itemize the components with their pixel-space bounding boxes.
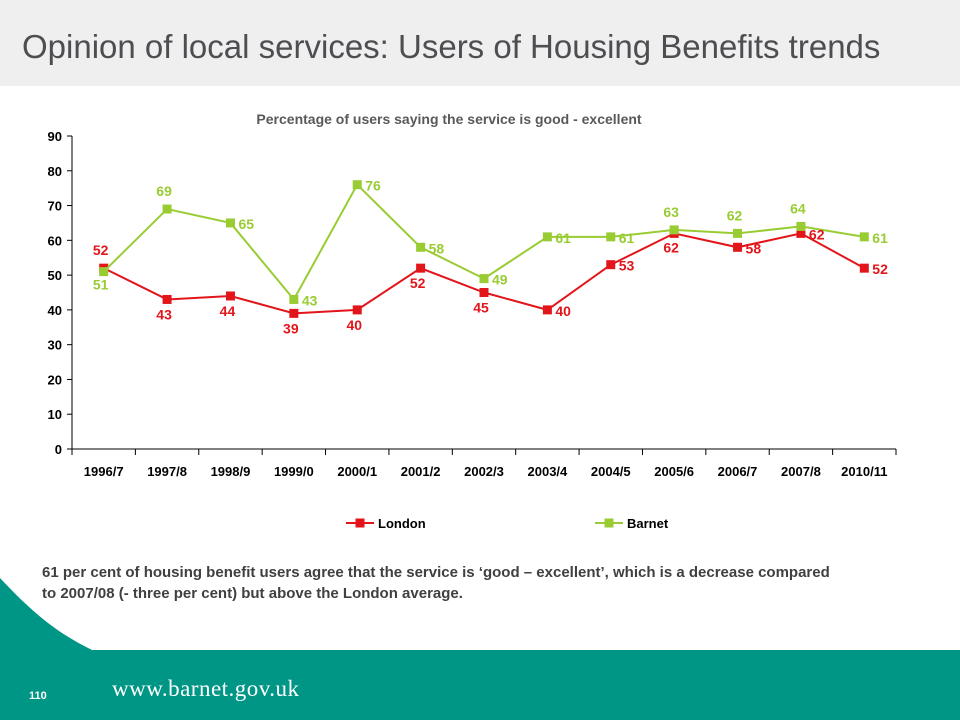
x-tick-label: 1998/9 <box>211 464 251 479</box>
barnet-point-marker <box>352 180 362 190</box>
x-tick-label: 1996/7 <box>84 464 124 479</box>
footer-url[interactable]: www.barnet.gov.uk <box>112 676 300 701</box>
london-data-label: 45 <box>473 300 489 316</box>
chart-series-lines <box>99 180 869 318</box>
y-tick-label: 80 <box>48 164 62 179</box>
barnet-data-label: 63 <box>663 204 679 220</box>
london-legend-marker <box>355 518 365 528</box>
london-data-label: 62 <box>809 226 825 242</box>
page-number: 110 <box>29 690 47 702</box>
barnet-legend-marker <box>604 518 614 528</box>
x-tick-label: 2001/2 <box>401 464 441 479</box>
chart-data-labels: 52 43 44 39 40 52 45 40 53 62 58 62 52 51 69 65 43 76 58 49… <box>93 178 888 337</box>
london-legend-label: London <box>378 516 426 531</box>
london-point-marker <box>352 305 362 315</box>
barnet-data-label: 61 <box>872 230 888 246</box>
london-data-label: 39 <box>283 320 299 336</box>
chart-title: Percentage of users saying the service i… <box>256 111 641 127</box>
barnet-data-label: 76 <box>365 178 381 194</box>
london-point-marker <box>289 308 299 318</box>
london-data-label: 40 <box>555 303 571 319</box>
barnet-point-marker <box>99 267 109 277</box>
y-tick-label: 30 <box>48 338 62 353</box>
page-title: Opinion of local services: Users of Hous… <box>22 28 881 65</box>
barnet-point-marker <box>479 274 489 284</box>
barnet-point-marker <box>162 204 172 214</box>
x-tick-label: 2004/5 <box>591 464 631 479</box>
y-tick-label: 60 <box>48 233 62 248</box>
barnet-point-marker <box>289 294 299 304</box>
x-tick-label: 2002/3 <box>464 464 504 479</box>
barnet-point-marker <box>225 218 235 228</box>
barnet-point-marker <box>796 221 806 231</box>
london-data-label: 40 <box>346 317 362 333</box>
london-point-marker <box>542 305 552 315</box>
barnet-point-marker <box>733 228 743 238</box>
barnet-data-label: 61 <box>619 230 635 246</box>
london-point-marker <box>733 242 743 252</box>
x-tick-label: 1999/0 <box>274 464 314 479</box>
y-tick-label: 10 <box>48 407 62 422</box>
x-tick-label: 1997/8 <box>147 464 187 479</box>
x-tick-label: 2000/1 <box>337 464 377 479</box>
barnet-point-marker <box>416 242 426 252</box>
london-data-label: 52 <box>410 275 426 291</box>
barnet-data-label: 62 <box>727 207 743 223</box>
london-data-label: 62 <box>663 239 679 255</box>
x-tick-label: 2005/6 <box>654 464 694 479</box>
barnet-data-label: 51 <box>93 277 109 293</box>
barnet-data-label: 58 <box>429 240 445 256</box>
london-point-marker <box>796 228 806 238</box>
y-tick-label: 50 <box>48 268 62 283</box>
london-data-label: 44 <box>220 303 236 319</box>
london-data-label: 52 <box>93 242 109 258</box>
x-tick-label: 2007/8 <box>781 464 821 479</box>
barnet-point-marker <box>859 232 869 242</box>
y-tick-label: 90 <box>48 129 62 144</box>
title-band <box>0 0 960 86</box>
x-tick-label: 2010/11 <box>841 464 887 479</box>
chart-legend: London Barnet <box>346 516 669 531</box>
barnet-data-label: 43 <box>302 292 318 308</box>
london-point-marker <box>606 260 616 270</box>
london-point-marker <box>225 291 235 301</box>
footer-teal-shape <box>0 578 960 720</box>
london-point-marker <box>162 294 172 304</box>
barnet-legend-label: Barnet <box>627 516 669 531</box>
london-data-label: 53 <box>619 258 635 274</box>
y-tick-label: 70 <box>48 199 62 214</box>
barnet-point-marker <box>606 232 616 242</box>
london-point-marker <box>479 288 489 297</box>
y-tick-label: 20 <box>48 372 62 387</box>
london-data-label: 58 <box>746 240 762 256</box>
london-data-label: 52 <box>872 261 888 277</box>
barnet-data-label: 64 <box>790 200 806 216</box>
barnet-data-label: 61 <box>555 230 571 246</box>
barnet-data-label: 65 <box>238 216 254 232</box>
london-point-marker <box>859 263 869 273</box>
summary-text: 61 per cent of housing benefit users agr… <box>42 564 830 602</box>
barnet-point-marker <box>542 232 552 242</box>
x-tick-label: 2003/4 <box>528 464 569 479</box>
y-tick-label: 0 <box>55 442 62 457</box>
chart-axes: 0 10 20 30 40 50 60 70 80 90 1996/7 1997/8 1998/9 199… <box>48 129 897 479</box>
x-tick-label: 2006/7 <box>718 464 758 479</box>
barnet-data-label: 69 <box>156 183 172 199</box>
barnet-data-label: 49 <box>492 272 508 288</box>
london-data-label: 43 <box>156 306 172 322</box>
london-point-marker <box>416 263 426 273</box>
chart: Percentage of users saying the service i… <box>48 111 897 531</box>
barnet-point-marker <box>669 225 679 235</box>
y-tick-label: 40 <box>48 303 62 318</box>
